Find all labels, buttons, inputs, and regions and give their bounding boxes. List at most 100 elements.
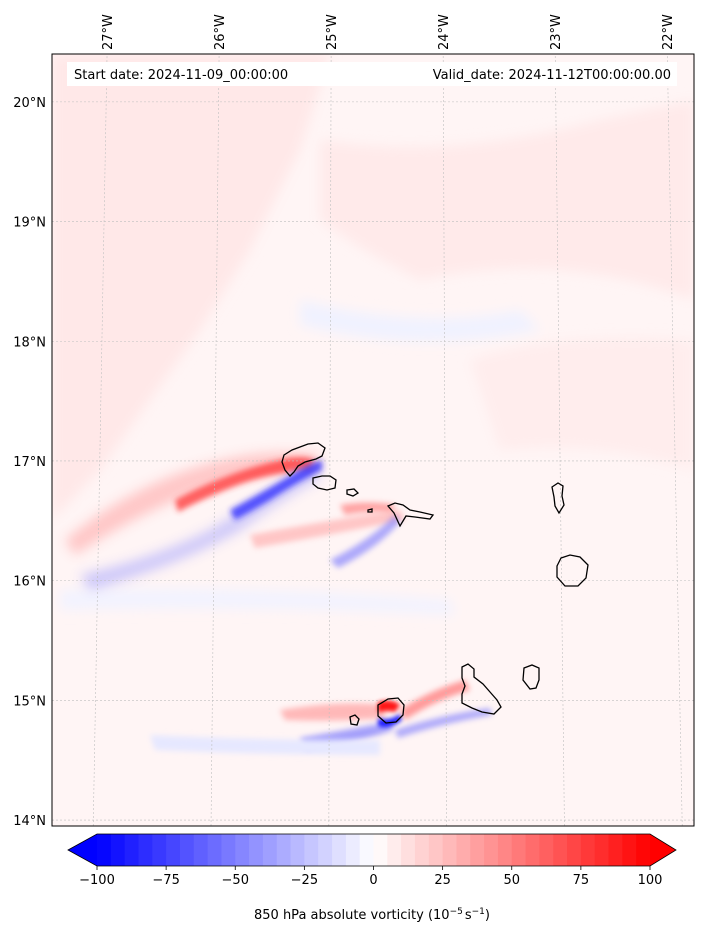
colorbar-level-cell [567,834,582,866]
colorbar-level-cell [442,834,458,866]
lon-gridline [92,54,108,826]
lon-tick-label: 25°W [325,14,340,50]
vorticity-field [52,54,694,755]
sao-nicolau-negative [330,515,400,568]
colorbar: −100 −75 −50 −25 0 25 50 75 100 850 hPa absolute… [67,833,677,923]
fogo-positive-streak-wide [280,703,385,721]
lon-tick-label: 23°W [549,14,564,50]
colorbar-tick-label: −50 [222,873,249,888]
colorbar-level-cell [553,834,568,866]
latitude-labels: 14°N 15°N 16°N 17°N 18°N 19°N 20°N [13,96,46,829]
gridlines [52,54,694,826]
colorbar-level-cell [221,834,236,866]
colorbar-level-cell [414,834,430,866]
fogo-positive-core [378,700,400,712]
colorbar-tick-label: −75 [152,873,179,888]
sao-nicolau-streaks [250,510,405,548]
island-raso [367,508,373,513]
island-coastlines [281,442,589,726]
header-background [67,62,677,86]
colorbar-level-cell [179,834,195,866]
colorbar-tick-label: −25 [291,873,318,888]
island-santo-antao [281,442,326,477]
colorbar-level-cell [207,834,223,866]
lon-tick-label: 27°W [101,14,116,50]
lat-tick-label: 15°N [13,694,46,709]
santo-antao-positive-streak [175,457,315,512]
colorbar-ticks: −100 −75 −50 −25 0 25 50 75 100 [79,866,662,888]
lat-tick-label: 18°N [13,335,46,350]
santiago-negative-streak [395,708,492,738]
colorbar-level-cell [262,834,278,866]
colorbar-level-cell [636,834,651,866]
lon-gridline [554,54,565,826]
lat-tick-label: 14°N [13,814,46,829]
island-sao-vicente [312,475,337,491]
island-sal [551,482,565,515]
map-frame [51,53,695,827]
colorbar-tick-label: 100 [638,873,663,888]
colorbar-level-cell [470,834,485,866]
colorbar-extend-low [68,834,97,866]
sao-nicolau-positive [340,502,395,515]
weak-negative-band [300,300,540,342]
start-date-label: Start date: 2024-11-09_00:00:00 [74,68,288,83]
colorbar-level-cell [456,834,471,866]
colorbar-label-exp2: −1 [472,907,485,917]
colorbar-tick-label: 25 [434,873,451,888]
santiago-positive-streak [400,680,470,720]
colorbar-level-cell [484,834,499,866]
colorbar-label-mid: s [465,908,472,923]
colorbar-extend-high [650,834,676,866]
colorbar-tick-label: 75 [573,873,590,888]
colorbar-level-cell [539,834,554,866]
colorbar-level-cell [622,834,637,866]
colorbar-level-cell [97,834,112,866]
colorbar-level-cell [359,834,375,866]
lon-tick-label: 22°W [661,14,676,50]
header-box: Start date: 2024-11-09_00:00:00 Valid_da… [67,62,677,86]
map-area: Start date: 2024-11-09_00:00:00 Valid_da… [13,14,695,829]
background-positive-vorticity [52,54,330,520]
colorbar-level-cell [345,834,361,866]
weak-negative-band-south [60,588,455,615]
colorbar-level-cell [387,834,402,866]
lon-gridline [442,54,447,826]
southern-weak-negative [150,735,380,755]
eastern-band-positive [470,337,694,470]
island-boa-vista [556,554,589,587]
island-sao-nicolau [386,502,435,528]
island-santiago [461,663,502,715]
lon-gridline [666,54,683,826]
colorbar-level-cell [304,834,319,866]
lon-gridline [328,54,332,826]
lon-gridline [210,54,220,826]
colorbar-label-exp1: −5 [450,907,463,917]
colorbar-level-cell [580,834,596,866]
colorbar-level-cell [290,834,305,866]
colorbar-label: 850 hPa absolute vorticity (10−5 s−1) [254,907,490,923]
colorbar-level-cell [608,834,623,866]
fogo-negative-core [378,714,402,728]
colorbar-tick-label: 0 [369,873,377,888]
island-brava [349,714,360,726]
longitude-labels: 27°W 26°W 25°W 24°W 23°W 22°W [101,14,676,50]
santo-antao-negative-streak [230,460,322,520]
colorbar-level-cell [166,834,181,866]
colorbar-level-cell [511,834,527,866]
colorbar-level-cell [249,834,264,866]
colorbar-tick-label: −100 [79,873,115,888]
lat-tick-label: 16°N [13,575,46,590]
colorbar-label-prefix: 850 hPa absolute vorticity (10 [254,908,450,923]
colorbar-level-cell [138,834,153,866]
colorbar-level-cell [318,834,333,866]
lat-tick-label: 20°N [13,96,46,111]
lat-tick-label: 17°N [13,455,46,470]
colorbar-level-cell [373,834,388,866]
colorbar-level-cell [235,834,250,866]
valid-date-label: Valid_date: 2024-11-12T00:00:00.00 [433,68,671,83]
colorbar-level-cell [428,834,444,866]
colorbar-levels [97,834,651,866]
lon-tick-label: 24°W [437,14,452,50]
